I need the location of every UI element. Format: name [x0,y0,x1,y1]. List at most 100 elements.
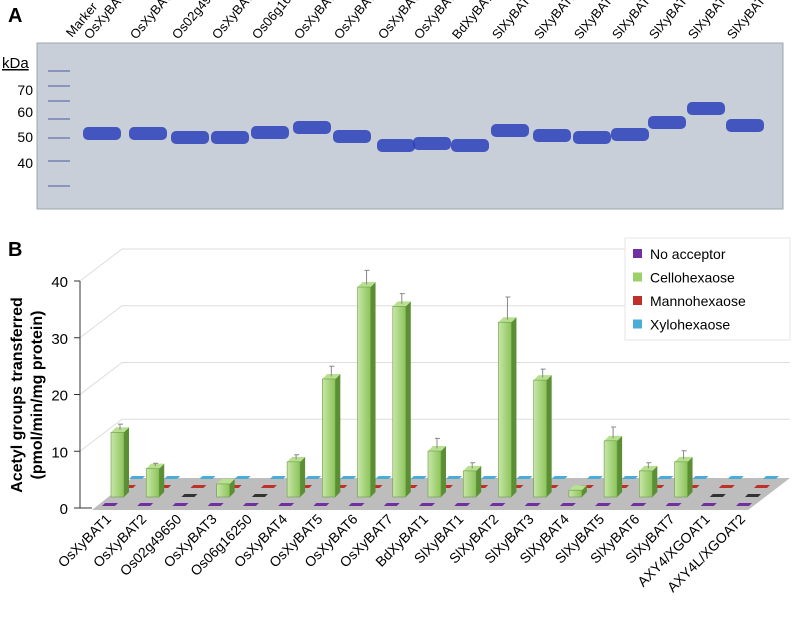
bar [595,503,612,506]
bar-side [546,375,552,497]
legend-label: Mannohexaose [650,293,746,309]
error-bar [646,462,652,469]
bar-side [124,427,129,497]
error-bar [153,462,159,467]
bar [568,489,583,498]
protein-band [211,131,249,144]
bar-top [216,478,235,484]
lane-label: SlXyBAT7 [724,0,773,42]
protein-band [251,126,289,139]
bar [392,306,407,498]
lane-label: SlXyBAT1 [489,0,538,42]
bar [763,476,779,479]
legend-label: Xylohexaose [650,317,730,333]
y-axis-label-line: Acetyl groups transferred [9,297,26,493]
bar-side [652,465,658,497]
bar [446,476,462,479]
bar [639,470,653,498]
protein-band [293,121,331,134]
marker-band [48,70,70,72]
bar [603,440,618,498]
legend-swatch [633,296,642,305]
bar-side [405,301,411,497]
bar-side [581,485,587,497]
error-bar [435,437,440,449]
bar [286,461,301,498]
bar [234,476,251,479]
y-tick-label: 20 [51,388,68,405]
bar [516,476,533,479]
bar-side [159,463,165,497]
bar [383,503,400,506]
protein-band [687,102,725,115]
error-bar [681,450,687,460]
y-axis-label-line: (pmol/min/mg protein) [29,311,46,480]
bar-side [370,282,376,497]
bar [454,503,471,506]
mw-label: 70 [17,82,33,98]
bar [727,476,744,479]
bar [622,476,639,479]
bar-side [229,478,235,497]
marker-band [48,137,70,139]
bar [199,476,216,479]
bar-side [441,446,446,497]
error-bar [364,269,370,285]
bar [340,476,357,479]
protein-band [413,137,451,150]
legend-label: Cellohexaose [650,270,735,286]
bar [251,494,268,497]
bar [410,476,427,479]
protein-band [573,131,611,144]
bar [129,476,145,479]
bar [216,483,230,498]
bar [551,476,568,479]
marker-band [48,118,70,120]
bar [305,476,322,479]
protein-band [533,129,571,142]
mw-label: 50 [17,129,33,145]
protein-band [451,139,489,152]
bar [736,503,752,506]
legend-box [624,237,791,341]
grid-line [79,418,790,452]
error-bar [540,368,546,378]
bar [745,494,761,497]
protein-band [83,127,121,140]
bar [110,432,125,498]
bar [427,450,442,498]
bar [533,379,547,498]
grid-line [79,305,790,339]
bar-side [687,456,693,497]
bar [559,503,576,506]
bar [754,485,770,488]
bar [137,503,154,506]
error-bar [294,454,300,460]
bar [462,470,477,498]
bar [657,476,674,479]
bar [357,286,371,498]
bar [348,503,365,506]
error-bar [470,462,476,469]
error-bar [611,426,617,439]
error-bar [329,365,335,377]
bar-top [568,485,587,491]
lane-label: SlXyBAT2 [531,0,580,42]
bar [190,485,207,488]
protein-band [129,127,167,140]
bar [481,476,498,479]
bar [489,503,506,506]
bar-side [617,435,623,497]
marker-band [48,85,70,87]
bar [164,476,181,479]
bar [700,503,717,506]
y-axis-label: Acetyl groups transferred (pmol/min/mg pr… [9,297,46,493]
bar [524,503,541,506]
error-bar [399,293,405,304]
marker-band [48,185,70,187]
lane-label: OsXyBAT5 [331,0,383,42]
bar [674,461,688,498]
legend-label: No acceptor [650,246,726,262]
protein-band [726,119,764,132]
